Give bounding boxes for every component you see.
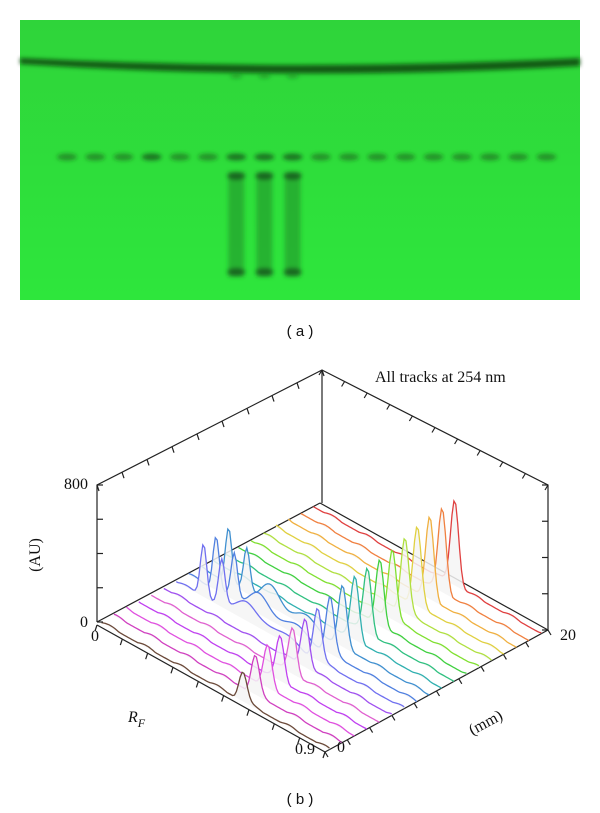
spot [423,153,444,161]
tick [321,369,325,377]
spot [255,268,274,276]
tick [318,369,323,376]
spot [169,153,190,161]
tick [324,751,329,758]
z-tick-label: 800 [64,476,88,493]
spot [283,268,302,276]
spot [282,153,303,161]
tick [431,427,436,433]
rf-tick-label: 0.9 [295,741,315,758]
track-fill [213,560,442,689]
panel-label: ( b ) [287,791,314,808]
spot [141,153,162,161]
spot [227,268,246,276]
tick [525,641,530,648]
mm-axis-label: (mm) [466,707,505,739]
z-tick-label: 0 [80,614,88,631]
spot [226,153,247,161]
spot [227,172,246,180]
tick [322,751,326,759]
tick [196,433,200,441]
tick [391,715,396,721]
tick [119,638,123,646]
tick [170,667,174,674]
track-line [126,606,355,737]
track-line [113,613,343,744]
tick [297,737,301,745]
spot [395,153,416,161]
tick [547,629,552,636]
tlc-plate [20,20,580,300]
tick [544,484,549,491]
tick [146,459,150,466]
spot [255,172,274,180]
spot [57,153,77,161]
spot [113,153,134,161]
tick [521,473,526,479]
spot [508,153,529,161]
tick [271,723,275,730]
tick [386,404,391,410]
tick [502,654,507,660]
tick [246,709,250,716]
spot [536,153,557,161]
spot [451,153,472,161]
plot-title: All tracks at 254 nm [375,369,506,386]
tick [296,382,300,389]
tick [499,461,504,468]
spot [258,73,271,79]
mm-tick-label: 0 [337,739,345,756]
lane-streak [228,172,245,277]
tracks [101,499,542,750]
tick-marks [94,369,552,759]
panel-label: ( a ) [287,323,314,340]
lane-streak [256,172,273,277]
tick [94,624,98,632]
spot [339,153,359,161]
tick [246,408,250,415]
tick [413,702,418,709]
z-axis-label: (AU) [27,538,44,572]
plot-frame [96,369,549,753]
track-line [101,621,330,749]
lane-streak [284,172,301,277]
tick [221,695,225,702]
tick [435,690,441,697]
tick [480,666,485,672]
spot [283,172,302,180]
tick [96,484,100,492]
spot [198,153,218,161]
tick [145,653,149,660]
spot [367,153,388,161]
track-fill [288,517,517,648]
mm-tick-label: 20 [560,627,576,644]
rf-axis-label-sub: F [137,716,146,730]
spot [230,73,243,79]
tick [408,415,413,422]
rf-axis-label: RF [127,709,146,730]
rf-tick-label: 0 [91,628,99,645]
tick [369,727,374,733]
tick [363,392,368,399]
spot [480,153,500,161]
tick [346,739,351,746]
tick [458,678,463,685]
tick [476,450,481,456]
tick [195,681,199,688]
tick [171,446,175,453]
rf-axis-label-main: R [127,709,138,726]
tick [121,472,125,479]
spot [85,153,106,161]
tick [221,420,225,428]
spot [286,73,299,79]
tick [341,381,346,387]
tick [454,438,459,445]
spot [254,153,275,161]
tick [271,395,275,402]
spot [310,153,331,161]
